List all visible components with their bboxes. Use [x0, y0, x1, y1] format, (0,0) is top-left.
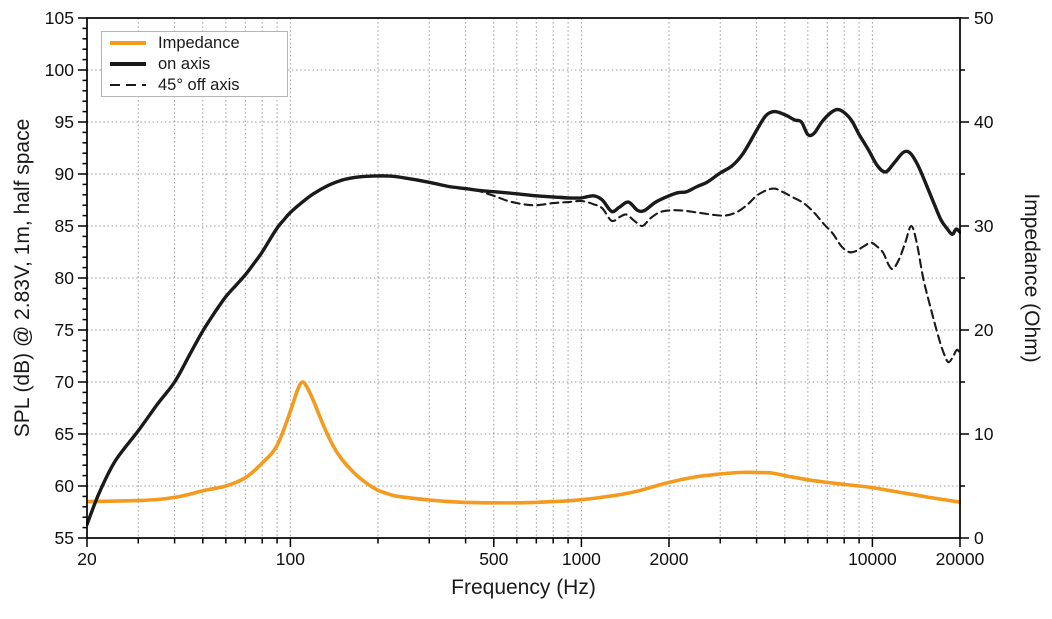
- right-y-tick-label: 50: [974, 8, 994, 28]
- left-y-tick-label: 75: [55, 320, 74, 340]
- left-y-tick-label: 55: [55, 528, 74, 548]
- off-axis-line-swatch: [110, 83, 146, 87]
- left-y-tick-label: 65: [55, 424, 74, 444]
- axis-tick-labels: 20 100 500 1000 2000 10000 2000055606570758085…: [45, 8, 994, 569]
- legend-label: on axis: [158, 55, 211, 73]
- legend-label: 45° off axis: [158, 76, 240, 94]
- x-tick-label: 10000: [848, 549, 897, 569]
- axis-ticks: [78, 17, 969, 547]
- curves: [86, 107, 961, 527]
- left-y-tick-label: 70: [55, 372, 75, 392]
- left-y-tick-label: 90: [55, 164, 75, 184]
- left-y-tick-label: 60: [55, 476, 75, 496]
- on-axis-line-swatch: [110, 62, 146, 66]
- gridlines: [87, 18, 960, 538]
- legend-label: Impedance: [158, 34, 240, 52]
- x-tick-label: 20: [77, 549, 97, 569]
- left-y-tick-label: 100: [45, 60, 74, 80]
- left-y-tick-label: 80: [55, 268, 75, 288]
- legend-item-impedance: Impedance: [110, 33, 287, 53]
- x-tick-label: 500: [479, 549, 508, 569]
- impedance-line-swatch: [110, 41, 146, 45]
- right-y-tick-label: 0: [974, 528, 984, 548]
- right-y-tick-label: 40: [974, 112, 994, 132]
- right-y-tick-label: 10: [974, 424, 994, 444]
- right-axis-title: Impedance (Ohm): [1020, 193, 1043, 363]
- legend-item-on-axis: on axis: [110, 54, 287, 74]
- series-on-axis: [86, 107, 961, 527]
- right-y-tick-label: 20: [974, 320, 994, 340]
- x-tick-label: 100: [276, 549, 305, 569]
- left-axis-title: SPL (dB) @ 2.83V, 1m, half space: [11, 118, 34, 438]
- left-y-tick-label: 85: [55, 216, 74, 236]
- right-y-tick-label: 30: [974, 216, 994, 236]
- x-tick-label: 2000: [650, 549, 689, 569]
- x-axis-title: Frequency (Hz): [451, 576, 596, 599]
- left-y-tick-label: 105: [45, 8, 74, 28]
- series-impedance: [86, 380, 961, 505]
- series-45-off-axis: [473, 187, 961, 364]
- chart-legend: Impedance on axis 45° off axis: [101, 31, 288, 97]
- x-tick-label: 1000: [562, 549, 601, 569]
- legend-item-off-axis: 45° off axis: [110, 75, 287, 95]
- x-tick-label: 20000: [936, 549, 985, 569]
- left-y-tick-label: 95: [55, 112, 74, 132]
